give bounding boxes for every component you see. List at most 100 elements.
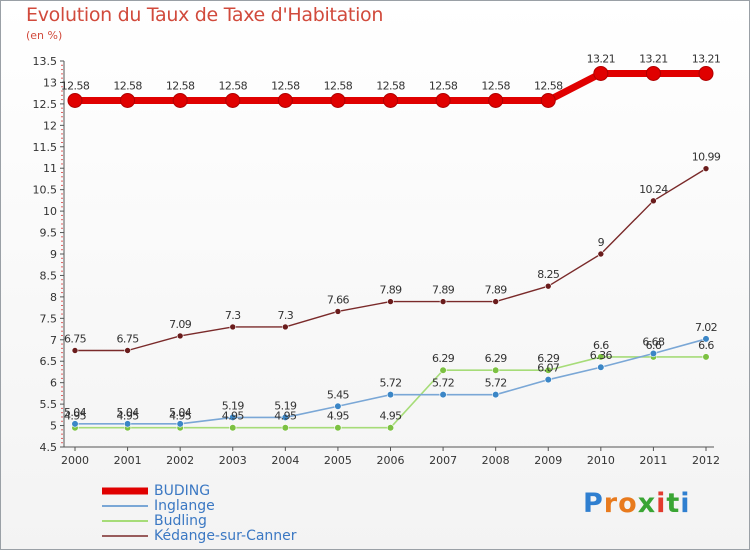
y-minor-tick bbox=[61, 116, 63, 118]
data-point bbox=[229, 323, 237, 331]
data-point bbox=[439, 391, 447, 399]
y-minor-tick bbox=[61, 352, 63, 354]
data-label: 4.95 bbox=[274, 410, 297, 423]
y-tick-label: 9 bbox=[50, 248, 57, 261]
data-point bbox=[124, 347, 131, 354]
data-label: 7.89 bbox=[379, 284, 402, 297]
data-label: 13.21 bbox=[692, 52, 721, 65]
y-minor-tick bbox=[61, 141, 63, 143]
y-minor-tick bbox=[61, 300, 63, 302]
y-tick-label: 9.5 bbox=[40, 227, 58, 240]
y-tick-label: 8.5 bbox=[40, 269, 58, 282]
y-minor-tick bbox=[61, 257, 63, 259]
data-point bbox=[649, 349, 658, 358]
y-minor-tick bbox=[61, 390, 63, 392]
y-minor-tick bbox=[61, 412, 63, 414]
data-label: 6.75 bbox=[64, 333, 87, 346]
data-point bbox=[71, 420, 79, 428]
data-label: 12.58 bbox=[271, 79, 300, 92]
data-label: 12.58 bbox=[429, 79, 458, 92]
legend-swatch-budling bbox=[102, 520, 148, 522]
data-point bbox=[492, 391, 500, 399]
data-label: 5.04 bbox=[64, 406, 87, 419]
y-minor-tick bbox=[61, 249, 63, 251]
y-minor-tick bbox=[61, 356, 63, 358]
y-tick-label: 11.5 bbox=[33, 141, 58, 154]
data-label: 7.89 bbox=[485, 284, 508, 297]
data-label: 5.72 bbox=[379, 377, 401, 390]
y-minor-tick bbox=[61, 206, 63, 208]
y-minor-tick bbox=[61, 266, 63, 268]
data-label: 5.72 bbox=[485, 377, 507, 390]
y-minor-tick bbox=[61, 236, 63, 238]
data-label: 6.6 bbox=[698, 339, 714, 352]
logo-letter: r bbox=[603, 488, 619, 519]
data-label: 5.19 bbox=[222, 399, 245, 412]
data-point bbox=[439, 366, 447, 374]
y-minor-tick bbox=[61, 133, 63, 135]
data-label: 7.3 bbox=[225, 309, 241, 322]
data-point bbox=[386, 391, 395, 399]
y-minor-tick bbox=[61, 244, 63, 246]
data-point bbox=[386, 424, 395, 432]
y-tick-label: 7 bbox=[50, 334, 57, 347]
data-label: 6.29 bbox=[432, 352, 455, 365]
data-point bbox=[176, 332, 184, 340]
y-minor-tick bbox=[61, 429, 63, 431]
data-point bbox=[645, 65, 661, 81]
data-point bbox=[650, 197, 657, 205]
y-minor-tick bbox=[61, 223, 63, 225]
y-tick-label: 12 bbox=[43, 119, 57, 132]
data-label: 6.07 bbox=[537, 362, 560, 375]
data-point bbox=[120, 92, 136, 108]
data-point bbox=[225, 92, 241, 108]
x-tick-label: 2007 bbox=[429, 454, 457, 467]
data-label: 4.95 bbox=[64, 410, 87, 423]
data-label: 7.02 bbox=[695, 321, 717, 334]
x-tick-label: 2002 bbox=[166, 454, 194, 467]
y-minor-tick bbox=[61, 442, 63, 444]
y-tick-label: 4.5 bbox=[40, 441, 58, 454]
y-minor-tick bbox=[61, 347, 63, 349]
data-point bbox=[492, 298, 499, 305]
data-point bbox=[702, 335, 710, 343]
data-point bbox=[172, 92, 188, 108]
y-minor-tick bbox=[61, 73, 63, 75]
data-point bbox=[702, 353, 710, 361]
data-label: 4.95 bbox=[222, 410, 245, 423]
y-minor-tick bbox=[61, 395, 63, 397]
data-point bbox=[383, 92, 398, 108]
y-minor-tick bbox=[61, 386, 63, 388]
data-label: 12.58 bbox=[61, 79, 90, 92]
y-minor-tick bbox=[61, 180, 63, 182]
y-tick-label: 5.5 bbox=[40, 398, 58, 411]
data-point bbox=[334, 308, 342, 315]
data-point bbox=[597, 353, 605, 361]
data-label: 7.89 bbox=[432, 284, 455, 297]
data-point bbox=[544, 376, 552, 384]
data-label: 6.29 bbox=[537, 352, 560, 365]
data-label: 9 bbox=[598, 236, 605, 249]
data-point bbox=[282, 323, 289, 331]
x-tick-label: 2011 bbox=[639, 454, 667, 467]
data-label: 10.24 bbox=[639, 183, 668, 196]
data-label: 8.25 bbox=[537, 268, 560, 281]
y-minor-tick bbox=[61, 172, 63, 174]
data-label: 4.95 bbox=[169, 410, 192, 423]
logo-letter: i bbox=[680, 488, 691, 519]
logo-letter: o bbox=[618, 488, 638, 519]
y-tick-label: 13.5 bbox=[33, 55, 58, 68]
legend-label-inglange: Inglange bbox=[154, 498, 215, 514]
y-minor-tick bbox=[61, 137, 63, 139]
data-point bbox=[330, 92, 346, 108]
y-minor-tick bbox=[61, 129, 63, 131]
data-label: 6.36 bbox=[590, 349, 613, 362]
y-minor-tick bbox=[61, 90, 63, 92]
y-tick-label: 13 bbox=[43, 76, 57, 89]
data-label: 7.3 bbox=[277, 309, 293, 322]
y-minor-tick bbox=[61, 159, 63, 161]
data-point bbox=[334, 424, 342, 432]
y-tick-label: 7.5 bbox=[40, 312, 58, 325]
